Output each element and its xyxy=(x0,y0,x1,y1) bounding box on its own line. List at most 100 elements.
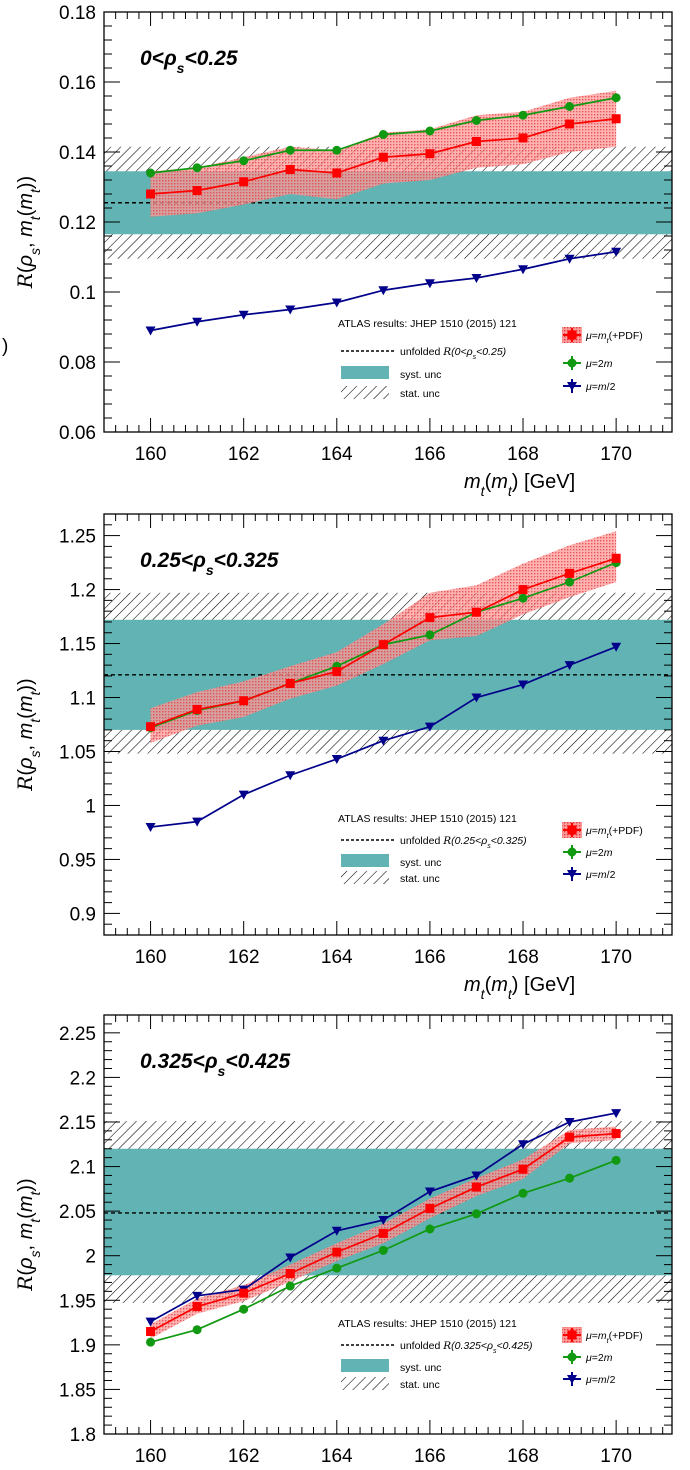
point-mu-mt xyxy=(518,585,528,595)
point-mu-mt xyxy=(332,1247,342,1257)
bin-title: 0.25<ρs<0.325 xyxy=(140,549,279,578)
point-mu-mt xyxy=(611,1129,621,1139)
point-mu-2m xyxy=(565,102,575,111)
point-mu-mt xyxy=(146,1326,156,1336)
point-mu-2m xyxy=(378,130,388,139)
legend-syst-label: syst. unc xyxy=(400,369,441,381)
y-tick-label: 0.14 xyxy=(59,143,96,164)
x-tick-label: 168 xyxy=(507,444,539,465)
point-mu-m2 xyxy=(331,298,342,308)
point-mu-m2 xyxy=(145,326,156,336)
legend-unfolded-label: unfolded R(0<ρs<0.25) xyxy=(400,346,506,361)
point-mu-mt xyxy=(378,640,388,650)
legend-marker-mu-mt xyxy=(567,1330,577,1340)
point-mu-mt xyxy=(285,165,295,174)
legend-series-label: μ=m/2 xyxy=(585,1374,616,1386)
legend-series-label: μ=m/2 xyxy=(585,869,616,881)
x-axis-title: mt(mt) [GeV] xyxy=(464,974,575,1002)
point-mu-mt xyxy=(192,1302,202,1312)
point-mu-mt xyxy=(146,722,156,732)
point-mu-m2 xyxy=(331,1226,342,1236)
point-mu-mt xyxy=(192,704,202,714)
x-tick-label: 166 xyxy=(414,1446,446,1467)
legend-syst-label: syst. unc xyxy=(400,1362,441,1374)
point-mu-mt xyxy=(471,1182,481,1192)
legend-stat-swatch xyxy=(341,1377,389,1390)
y-tick-label: 1.8 xyxy=(70,1425,96,1446)
x-axis-title: mt(mt) [GeV] xyxy=(464,471,575,499)
point-mu-2m xyxy=(146,168,156,178)
plot-area xyxy=(104,90,672,336)
point-mu-2m xyxy=(146,1337,156,1347)
point-mu-m2 xyxy=(192,817,203,827)
point-mu-m2 xyxy=(518,1140,529,1150)
legend-series-label: μ=2m xyxy=(585,358,613,370)
point-mu-mt xyxy=(285,1269,295,1279)
point-mu-m2 xyxy=(285,771,296,781)
legend-stat-swatch xyxy=(341,386,389,399)
point-mu-m2 xyxy=(238,790,249,800)
point-mu-2m xyxy=(518,1188,528,1198)
y-tick-label: 2.05 xyxy=(59,1202,96,1223)
point-mu-2m xyxy=(425,126,435,136)
legend-syst-label: syst. unc xyxy=(400,857,441,869)
point-mu-2m xyxy=(239,1304,249,1314)
point-mu-m2 xyxy=(564,1117,575,1127)
y-tick-label: 0.16 xyxy=(59,73,96,94)
legend-series-label: μ=m/2 xyxy=(585,381,616,393)
legend-stat-label: stat. unc xyxy=(400,388,440,400)
legend-syst-swatch xyxy=(341,854,389,867)
point-mu-2m xyxy=(239,156,249,166)
point-mu-m2 xyxy=(285,1253,296,1263)
point-mu-2m xyxy=(332,1263,342,1273)
syst-unc-band xyxy=(104,1148,672,1276)
x-tick-label: 162 xyxy=(228,444,260,465)
plot-frame xyxy=(103,513,673,936)
point-mu-m2 xyxy=(424,1187,435,1197)
legend-header: ATLAS results: JHEP 1510 (2015) 121 xyxy=(338,1318,517,1330)
point-mu-mt xyxy=(518,133,528,143)
legend-header: ATLAS results: JHEP 1510 (2015) 121 xyxy=(338,318,517,330)
y-tick-label: 0.06 xyxy=(59,423,96,444)
x-tick-label: 160 xyxy=(135,444,167,465)
plot-frame xyxy=(103,1014,673,1435)
point-mu-mt xyxy=(611,114,621,124)
legend-stat-label: stat. unc xyxy=(400,873,440,885)
chart-panel-2: 160 162 164 166 168 170 0.9 0.95 1 1.05 1.1 1.15 1.2… xyxy=(13,513,673,1002)
legend-stat-label: stat. unc xyxy=(400,1379,440,1391)
legend-unfolded-label: unfolded R(0.25<ρs<0.325) xyxy=(400,835,527,850)
point-mu-mt xyxy=(285,678,295,688)
y-tick-label: 0.18 xyxy=(59,3,96,24)
point-mu-2m xyxy=(611,1155,621,1165)
point-mu-mt xyxy=(332,667,342,677)
x-tick-label: 164 xyxy=(321,1446,353,1467)
legend-series-label: μ=2m xyxy=(585,847,613,859)
point-mu-2m xyxy=(285,1281,295,1291)
point-mu-m2 xyxy=(518,680,529,690)
x-tick-label: 160 xyxy=(135,947,167,968)
y-tick-label: 2 xyxy=(85,1247,96,1268)
point-mu-m2 xyxy=(192,1291,203,1301)
legend-series-label: μ=mt(+PDF) xyxy=(585,330,643,345)
y-tick-label: 0.95 xyxy=(59,850,96,871)
point-mu-2m xyxy=(285,145,295,155)
legend-marker-mu-2m xyxy=(567,358,577,368)
point-mu-mt xyxy=(239,1288,249,1298)
x-tick-label: 166 xyxy=(414,947,446,968)
legend-marker-mu-mt xyxy=(567,825,577,835)
legend-header: ATLAS results: JHEP 1510 (2015) 121 xyxy=(338,813,517,825)
legend-marker-mu-m2 xyxy=(567,1375,577,1384)
point-mu-2m xyxy=(192,163,202,173)
y-tick-label: 0.9 xyxy=(70,904,96,925)
y-tick-label: 1.1 xyxy=(70,689,96,710)
point-mu-2m xyxy=(518,110,528,120)
y-axis-title: R(ρs, mt(mt)) xyxy=(13,1178,43,1291)
y-tick-label: 0.08 xyxy=(59,353,96,374)
point-mu-m2 xyxy=(424,722,435,732)
y-tick-label: 1.2 xyxy=(70,581,96,602)
y-axis-title: R(ρs, mt(mt)) xyxy=(13,678,43,791)
point-mu-mt xyxy=(565,1132,575,1142)
point-mu-m2 xyxy=(471,693,482,703)
y-tick-label: 1.85 xyxy=(59,1380,96,1401)
point-mu-m2 xyxy=(378,286,389,296)
